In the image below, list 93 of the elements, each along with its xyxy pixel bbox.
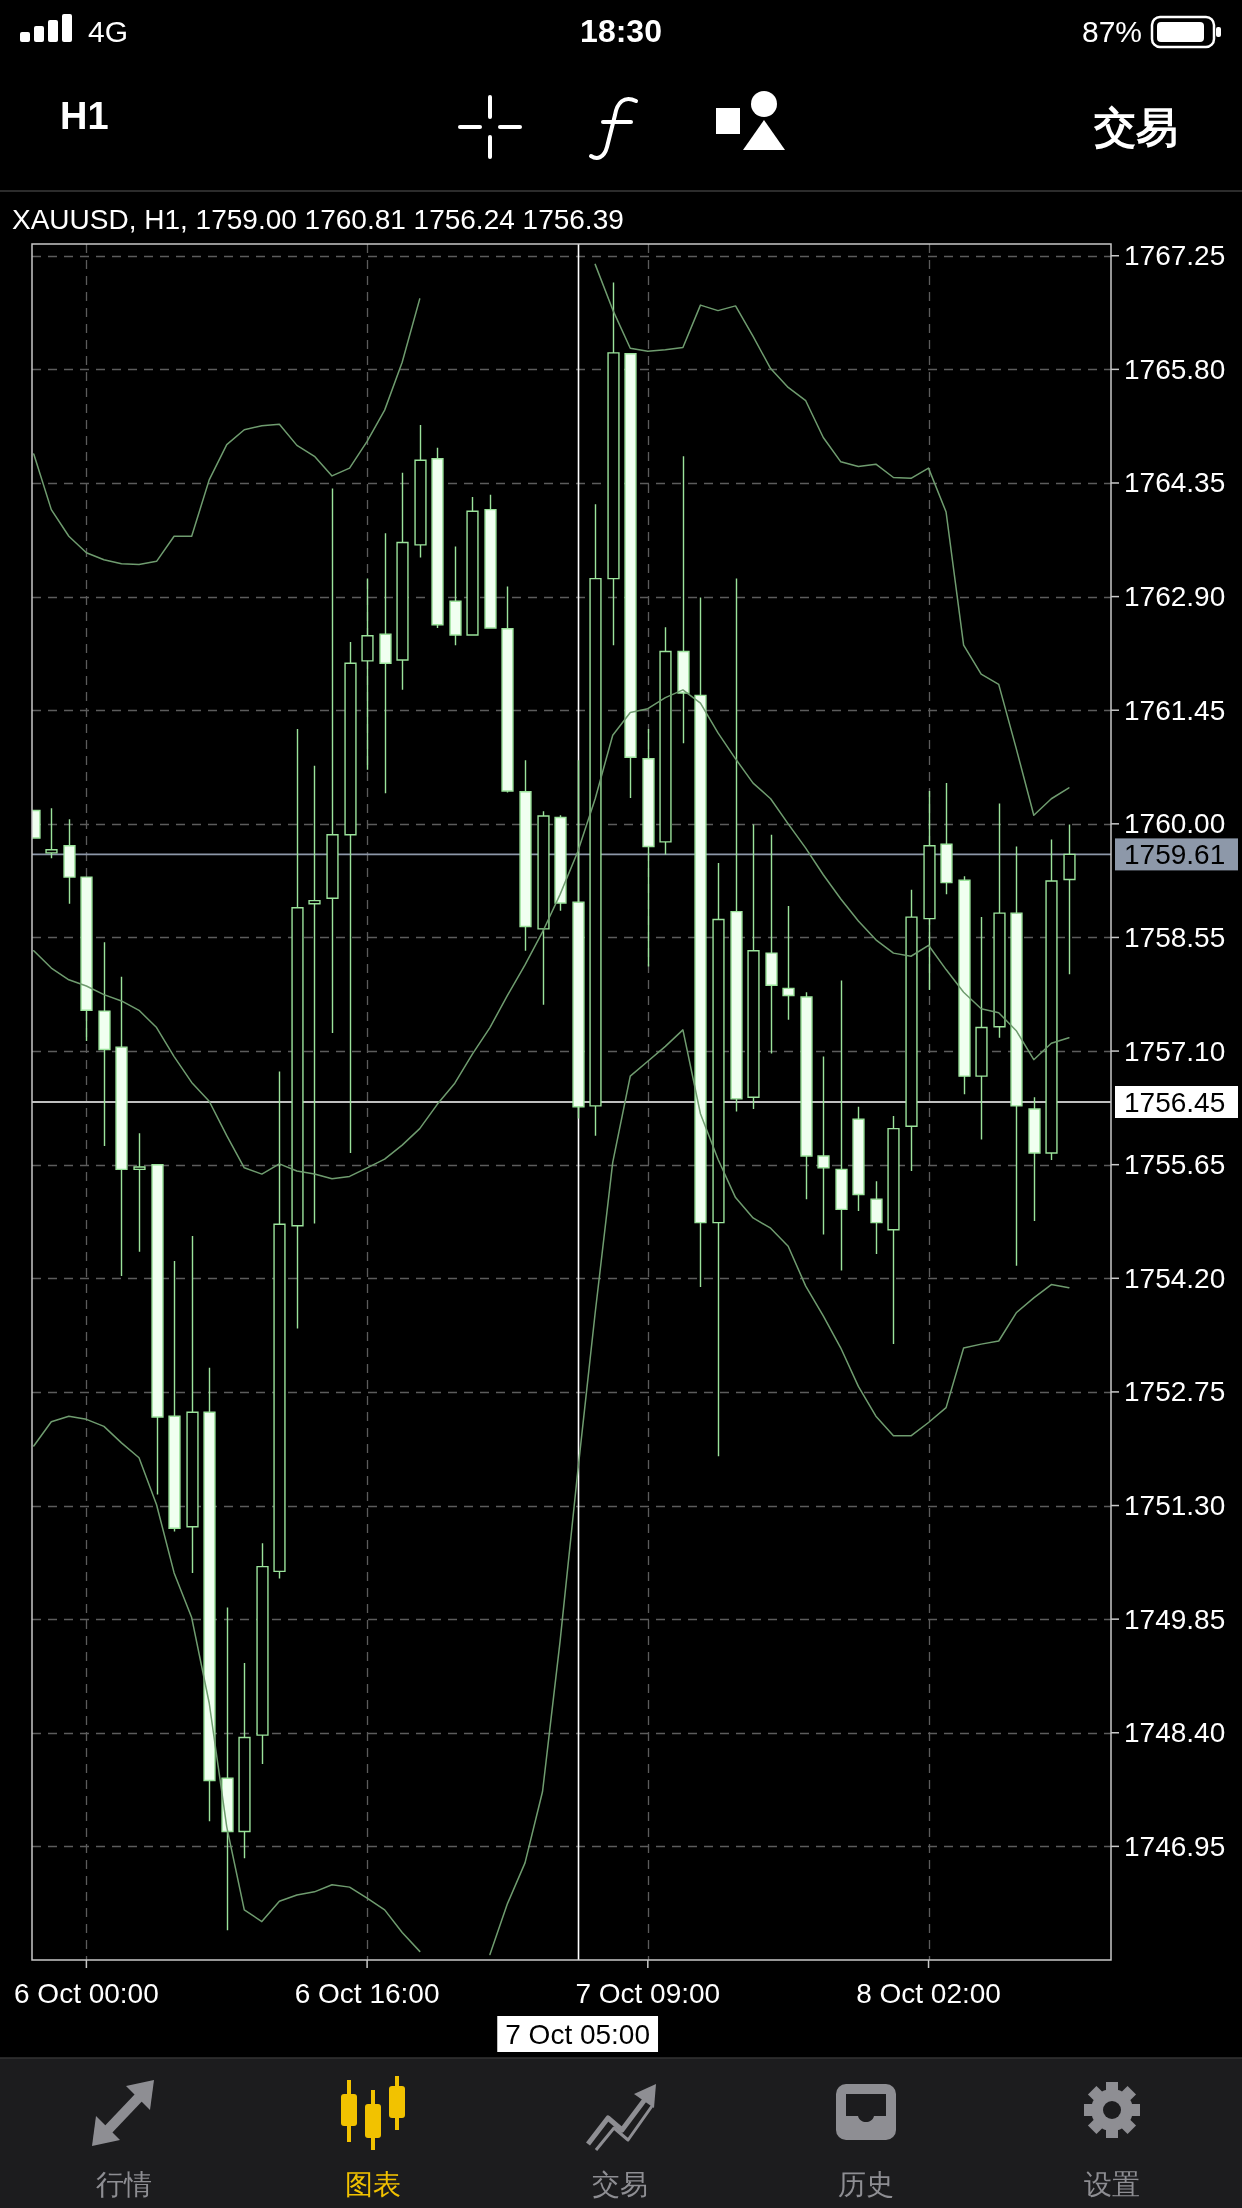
candlestick <box>852 1106 865 1212</box>
text: 设置 <box>1084 2168 1140 2200</box>
candlestick <box>659 626 672 856</box>
candlestick <box>256 1542 269 1765</box>
candlestick <box>747 823 760 1110</box>
y-tick-label: 1767.25 <box>1124 240 1226 272</box>
candlestick <box>765 834 778 1055</box>
candlestick <box>993 802 1006 1039</box>
text: 行情 <box>96 2168 152 2200</box>
candlestick <box>519 759 532 952</box>
ref-line-label: 1759.61 <box>1124 838 1226 870</box>
candlestick <box>958 875 971 1095</box>
y-tick-label: 1765.80 <box>1124 353 1226 385</box>
y-tick-label: 1762.90 <box>1124 581 1226 613</box>
candlestick <box>396 472 409 691</box>
y-tick-label: 1754.20 <box>1124 1262 1226 1294</box>
candlestick <box>203 1366 216 1823</box>
candlestick <box>133 1132 146 1253</box>
candlestick <box>624 353 637 799</box>
candlestick <box>537 810 550 1006</box>
text: 历史 <box>838 2168 894 2200</box>
y-tick-label: 1757.10 <box>1124 1035 1226 1067</box>
candlestick <box>1063 823 1076 975</box>
text: 图表 <box>345 2168 401 2200</box>
x-tick-label: 7 Oct 05:00 <box>505 2018 651 2050</box>
candlestick <box>45 807 58 860</box>
candlestick <box>923 790 936 991</box>
candlestick <box>712 862 725 1457</box>
candlestick <box>782 905 795 1021</box>
y-tick-label: 1758.55 <box>1124 921 1226 953</box>
candlestick <box>642 728 655 968</box>
candlestick <box>730 577 743 1113</box>
candlestick <box>870 1180 883 1255</box>
candlestick <box>449 545 462 646</box>
candlestick <box>1045 838 1058 1161</box>
candlestick <box>975 916 988 1141</box>
y-tick-label: 1761.45 <box>1124 694 1226 726</box>
candlestick <box>607 281 620 646</box>
candlestick <box>361 577 374 771</box>
x-tick-label: 6 Oct 16:00 <box>294 1977 440 2009</box>
candlestick <box>63 818 76 905</box>
candlestick <box>800 991 813 1200</box>
candlestick <box>115 975 128 1277</box>
y-tick-label: 1748.40 <box>1124 1717 1226 1749</box>
candlestick <box>379 532 392 794</box>
candlestick <box>501 585 514 794</box>
text: H1 <box>60 95 109 137</box>
chart-title: XAUUSD, H1, 1759.00 1760.81 1756.24 1756.39 <box>12 203 624 235</box>
text: 87% <box>1081 14 1142 48</box>
candlestick <box>694 596 707 1288</box>
candlestick <box>326 487 339 1034</box>
text: 4G <box>88 14 129 48</box>
text: 18:30 <box>580 13 662 49</box>
candlestick <box>168 1260 181 1533</box>
candlestick <box>273 1070 286 1580</box>
candlestick <box>431 447 444 629</box>
candlestick <box>291 728 304 1330</box>
candlestick <box>835 979 848 1272</box>
candlestick <box>554 814 567 912</box>
y-tick-label: 1746.95 <box>1124 1830 1226 1862</box>
text: 交易 <box>592 2168 648 2200</box>
candlestick <box>589 503 602 1137</box>
candlestick <box>817 1055 830 1236</box>
candlestick <box>677 455 690 744</box>
candlestick <box>466 496 479 637</box>
x-tick-label: 7 Oct 09:00 <box>575 1977 721 2009</box>
candlestick <box>1028 1096 1041 1222</box>
candlestick <box>940 782 953 896</box>
candlestick <box>308 765 321 1225</box>
candlestick <box>887 1115 900 1345</box>
candlestick <box>80 876 93 1042</box>
y-tick-label: 1749.85 <box>1124 1603 1226 1635</box>
candlestick <box>484 494 497 630</box>
y-tick-label: 1755.65 <box>1124 1149 1226 1181</box>
candlestick <box>221 1606 234 1931</box>
ref-line-label: 1756.45 <box>1124 1086 1226 1118</box>
candlestick <box>151 1163 164 1496</box>
candlestick <box>1010 845 1023 1267</box>
candlestick <box>238 1662 251 1859</box>
candlestick <box>344 641 357 1154</box>
x-tick-label: 6 Oct 00:00 <box>14 1977 159 2009</box>
y-tick-label: 1764.35 <box>1124 467 1226 499</box>
candlestick <box>186 1235 199 1574</box>
candlestick <box>572 759 585 1120</box>
candlestick <box>905 888 918 1172</box>
text: 交易 <box>1093 103 1178 151</box>
candlestick <box>414 424 427 559</box>
y-tick-label: 1752.75 <box>1124 1376 1226 1408</box>
candlestick <box>98 941 111 1147</box>
x-tick-label: 8 Oct 02:00 <box>856 1977 1001 2009</box>
y-tick-label: 1751.30 <box>1124 1490 1226 1522</box>
y-tick-label: 1760.00 <box>1124 808 1226 840</box>
line-series <box>33 689 1070 1180</box>
